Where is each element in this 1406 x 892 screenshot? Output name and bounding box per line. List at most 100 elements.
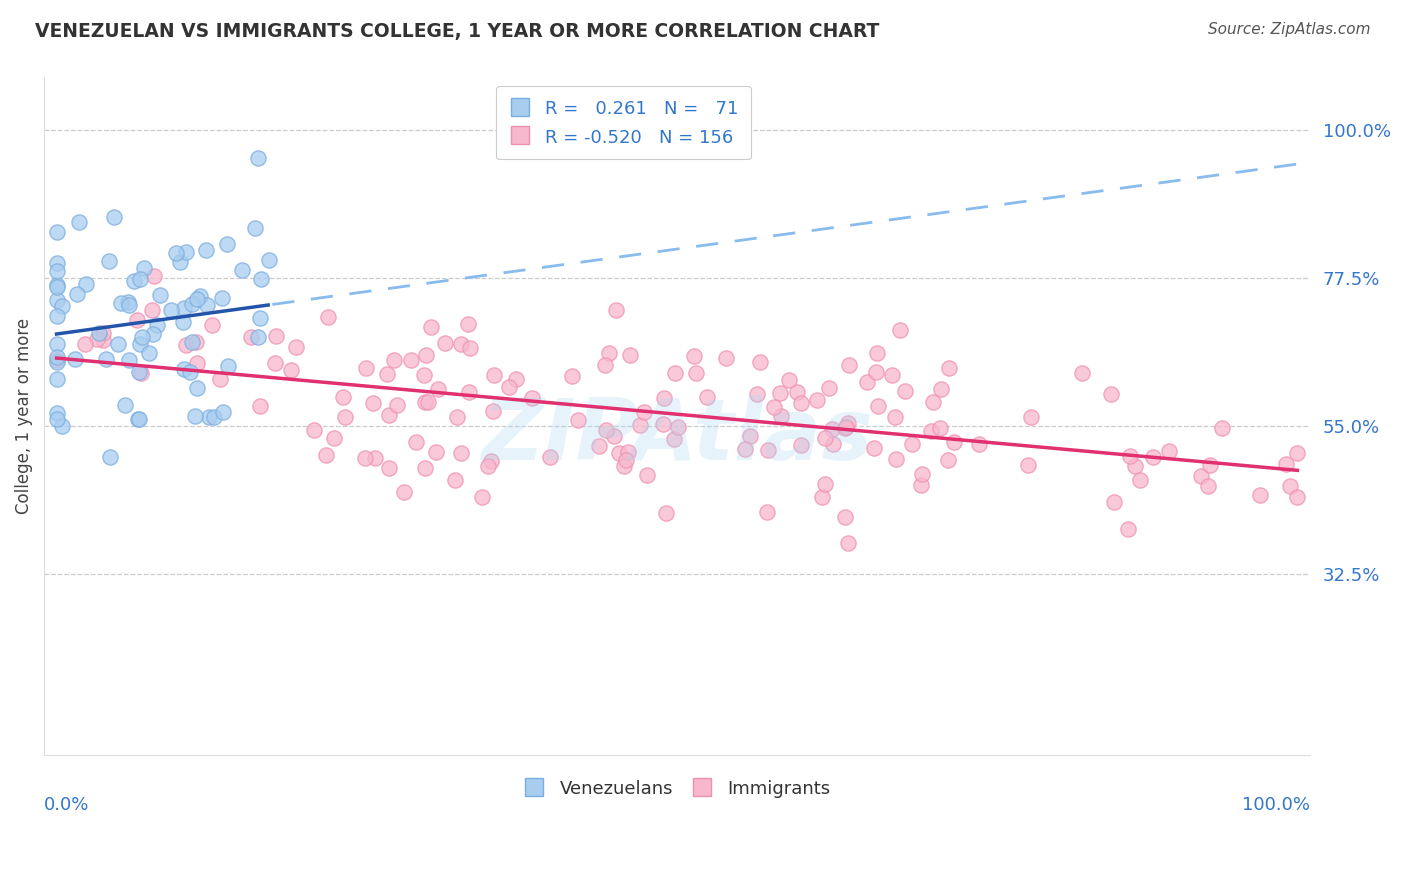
Point (211, 405, 233, 419)
Point (482, 404, 505, 418)
Point (419, 319, 441, 334)
Point (107, 337, 129, 351)
Point (231, 263, 253, 277)
Point (666, 419, 689, 434)
Point (146, 318, 169, 332)
Point (425, 444, 447, 458)
Point (1286, 491, 1309, 505)
Point (943, 434, 966, 449)
Point (128, 365, 150, 379)
Point (482, 368, 505, 383)
Point (129, 337, 152, 351)
Point (128, 272, 150, 286)
Point (479, 454, 502, 468)
Point (477, 458, 499, 473)
Point (302, 423, 325, 437)
Point (45, 256, 67, 270)
Point (240, 330, 263, 344)
Point (762, 400, 785, 414)
Point (893, 384, 915, 399)
Point (1159, 444, 1181, 458)
Point (103, 211, 125, 225)
Point (181, 297, 204, 311)
Point (811, 490, 834, 504)
Text: 0.0%: 0.0% (44, 796, 90, 814)
Point (416, 395, 439, 409)
Point (186, 293, 208, 307)
Point (593, 358, 616, 372)
Point (865, 365, 887, 379)
Point (652, 391, 675, 405)
Point (86, 332, 108, 346)
Point (817, 381, 839, 395)
Point (217, 359, 239, 373)
Point (1019, 409, 1042, 424)
Point (929, 421, 952, 435)
Text: VENEZUELAN VS IMMIGRANTS COLLEGE, 1 YEAR OR MORE CORRELATION CHART: VENEZUELAN VS IMMIGRANTS COLLEGE, 1 YEAR… (35, 22, 880, 41)
Point (607, 446, 630, 460)
Point (745, 386, 768, 401)
Point (353, 451, 375, 466)
Point (1099, 386, 1122, 401)
Point (1116, 522, 1139, 536)
Point (1070, 366, 1092, 380)
Point (117, 298, 139, 312)
Point (738, 429, 761, 443)
Point (184, 409, 207, 423)
Point (45, 277, 67, 292)
Point (1142, 450, 1164, 464)
Point (202, 409, 225, 424)
Point (884, 452, 907, 467)
Point (118, 352, 141, 367)
Point (837, 416, 859, 430)
Point (1249, 488, 1271, 502)
Point (790, 438, 813, 452)
Point (322, 431, 344, 445)
Point (257, 252, 280, 267)
Point (685, 366, 707, 380)
Point (173, 301, 195, 315)
Point (45, 372, 67, 386)
Point (471, 490, 494, 504)
Point (1275, 457, 1298, 471)
Text: ZIPAtlas: ZIPAtlas (481, 395, 873, 478)
Point (134, 260, 156, 275)
Point (636, 467, 658, 482)
Point (863, 442, 886, 456)
Point (45, 263, 67, 277)
Point (375, 367, 398, 381)
Point (124, 274, 146, 288)
Text: 100.0%: 100.0% (1241, 796, 1310, 814)
Point (45, 225, 67, 239)
Point (45, 355, 67, 369)
Point (198, 409, 221, 424)
Point (110, 296, 132, 310)
Point (1211, 421, 1233, 435)
Point (856, 375, 879, 389)
Point (415, 348, 437, 362)
Point (714, 351, 737, 366)
Point (211, 292, 233, 306)
Point (45, 412, 67, 426)
Point (89, 326, 111, 340)
Point (45, 406, 67, 420)
Point (598, 346, 620, 360)
Point (45, 350, 67, 364)
Point (789, 396, 811, 410)
Point (662, 433, 685, 447)
Point (138, 346, 160, 360)
Point (433, 335, 456, 350)
Point (169, 255, 191, 269)
Point (280, 363, 302, 377)
Point (45, 353, 67, 368)
Point (1197, 478, 1219, 492)
Text: Source: ZipAtlas.com: Source: ZipAtlas.com (1208, 22, 1371, 37)
Point (910, 477, 932, 491)
Point (498, 379, 520, 393)
Point (443, 473, 465, 487)
Point (520, 392, 543, 406)
Point (65, 352, 87, 367)
Point (749, 355, 772, 369)
Point (188, 289, 211, 303)
Point (209, 372, 232, 386)
